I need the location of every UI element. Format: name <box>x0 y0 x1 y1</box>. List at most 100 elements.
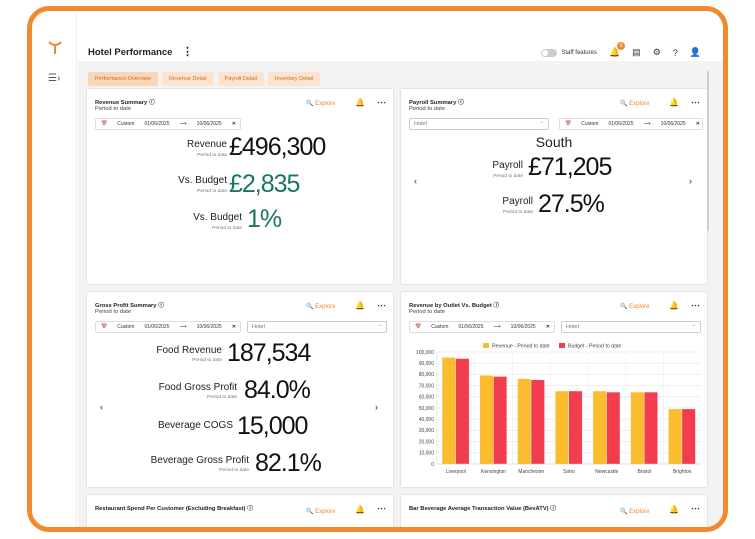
tab-bar: Performance Overview Revenue Detail Payr… <box>88 72 321 86</box>
range-type: Custom <box>117 121 135 127</box>
bar <box>517 378 531 464</box>
info-icon[interactable]: ⓘ <box>550 506 557 512</box>
staff-features-toggle[interactable] <box>541 48 558 57</box>
date-to: 10/06/2025 <box>196 324 222 330</box>
card-menu-icon[interactable]: ⋯ <box>377 97 386 107</box>
y-tick-label: 90,000 <box>419 361 435 367</box>
documents-icon[interactable]: ▤ <box>632 47 641 57</box>
bar <box>606 392 620 464</box>
metric-label: Payroll <box>492 160 523 171</box>
info-icon[interactable]: ⓘ <box>458 100 464 106</box>
metric-sublabel: Period to date <box>493 174 523 179</box>
arrow-right-icon: ⟶ <box>493 324 501 330</box>
expand-menu-icon[interactable]: ☰› <box>48 73 61 84</box>
date-from: 01/06/2025 <box>608 121 634 127</box>
card-menu-icon[interactable]: ⋯ <box>377 503 386 513</box>
help-icon[interactable]: ? <box>672 47 678 58</box>
metric-value: 187,534 <box>227 339 311 367</box>
tab-payroll-detail[interactable]: Payroll Detail <box>217 72 264 86</box>
alert-bell-icon[interactable]: 🔔 <box>355 98 365 107</box>
info-icon[interactable]: ⓘ <box>158 303 164 309</box>
card-title: Revenue Summary ⓘ <box>95 100 155 106</box>
brand-logo-icon[interactable] <box>48 39 62 55</box>
info-icon[interactable]: ⓘ <box>148 100 155 106</box>
date-range-picker[interactable]: 📅 Custom 01/06/2025 ⟶ 10/06/2025 ✕ <box>409 321 555 333</box>
y-tick-label: 80,000 <box>419 372 435 378</box>
explore-button[interactable]: 🔍 Explore <box>620 101 650 107</box>
arrow-right-icon: ⟶ <box>179 121 187 127</box>
date-from: 01/06/2025 <box>144 121 170 127</box>
date-range-picker[interactable]: 📅 Custom 01/06/2025 ⟶ 10/06/2025 ✕ <box>95 118 241 130</box>
alert-bell-icon[interactable]: 🔔 <box>669 301 679 310</box>
card-menu-icon[interactable]: ⋯ <box>691 300 700 310</box>
alert-bell-icon[interactable]: 🔔 <box>669 98 679 107</box>
range-type: Custom <box>117 324 135 330</box>
page-options-icon[interactable]: ⋮ <box>182 46 193 58</box>
revenue-by-outlet-card: Revenue by Outlet Vs. Budget ⓘ Period to… <box>400 291 708 488</box>
notifications-icon[interactable]: 🔔 0 <box>609 42 626 58</box>
legend-swatch <box>483 343 489 348</box>
legend-swatch <box>559 343 565 348</box>
top-bar: Hotel Performance ⋮ Staff features 🔔 0 ▤ … <box>78 11 723 61</box>
calendar-icon: 📅 <box>101 121 108 127</box>
card-subtitle: Period to date <box>409 106 446 112</box>
next-icon[interactable]: › <box>689 176 692 186</box>
date-range-picker[interactable]: 📅 Custom 01/06/2025 ⟶ 10/06/2025 ✕ <box>559 118 703 130</box>
calendar-icon: 📅 <box>565 121 572 127</box>
explore-button[interactable]: 🔍 Explore <box>306 304 336 310</box>
card-menu-icon[interactable]: ⋯ <box>377 300 386 310</box>
clear-icon[interactable]: ✕ <box>231 324 236 330</box>
y-tick-label: 40,000 <box>419 417 435 423</box>
x-tick-label: Liverpool <box>446 469 466 475</box>
next-icon[interactable]: › <box>375 402 378 412</box>
date-from: 01/06/2025 <box>144 324 170 330</box>
revenue-by-outlet-chart: 100,000 90,000 80,000 70,000 60,000 50,000 40,… <box>416 343 701 475</box>
previous-icon[interactable]: ‹ <box>414 176 417 186</box>
arrow-right-icon: ⟶ <box>643 121 651 127</box>
x-tick-label: Newcastle <box>595 469 618 475</box>
alert-bell-icon[interactable]: 🔔 <box>669 505 679 514</box>
card-title: Restaurant Spend Per Customer (Excluding… <box>95 506 253 512</box>
info-icon[interactable]: ⓘ <box>247 506 253 512</box>
y-tick-label: 50,000 <box>419 406 435 412</box>
explore-button[interactable]: 🔍 Explore <box>620 304 650 310</box>
y-tick-label: 30,000 <box>419 428 435 434</box>
info-icon[interactable]: ⓘ <box>493 303 500 309</box>
notification-badge: 0 <box>617 42 626 50</box>
card-title: Payroll Summary ⓘ <box>409 100 464 106</box>
previous-icon[interactable]: ‹ <box>100 402 103 412</box>
alert-bell-icon[interactable]: 🔔 <box>355 301 365 310</box>
tab-performance-overview[interactable]: Performance Overview <box>88 72 158 86</box>
metric-value: £71,205 <box>528 153 612 181</box>
card-menu-icon[interactable]: ⋯ <box>691 503 700 513</box>
clear-icon[interactable]: ✕ <box>231 121 236 127</box>
staff-features-label: Staff features <box>561 49 597 56</box>
alert-bell-icon[interactable]: 🔔 <box>355 505 365 514</box>
date-range-picker[interactable]: 📅 Custom 01/06/2025 ⟶ 10/06/2025 ✕ <box>95 321 241 333</box>
metric-label: Food Gross Profit <box>158 382 237 393</box>
metric-value: 84.0% <box>244 376 311 404</box>
tab-inventory-detail[interactable]: Inventory Detail <box>267 72 321 86</box>
bar <box>455 358 469 464</box>
metric-label: Vs. Budget <box>178 175 227 186</box>
explore-button[interactable]: 🔍 Explore <box>306 101 336 107</box>
card-title: Gross Profit Summary ⓘ <box>95 303 164 309</box>
clear-icon[interactable]: ✕ <box>695 121 700 127</box>
hotel-select[interactable]: Hotel <box>561 320 701 333</box>
card-menu-icon[interactable]: ⋯ <box>691 97 700 107</box>
explore-button[interactable]: 🔍 Explore <box>620 509 650 515</box>
settings-gear-icon[interactable]: ⚙ <box>652 47 661 57</box>
hotel-select[interactable]: Hotel <box>409 117 549 130</box>
date-to: 10/06/2025 <box>660 121 686 127</box>
explore-button[interactable]: 🔍 Explore <box>306 509 336 515</box>
payroll-summary-card: Payroll Summary ⓘ Period to date 🔍 Explo… <box>400 88 708 285</box>
y-tick-label: 70,000 <box>419 383 435 389</box>
scrollbar[interactable] <box>707 71 709 231</box>
metric-label: Food Revenue <box>156 345 222 356</box>
user-account-icon[interactable]: 👤 <box>689 47 701 57</box>
hotel-select[interactable]: Hotel <box>247 320 387 333</box>
clear-icon[interactable]: ✕ <box>545 324 550 330</box>
tab-revenue-detail[interactable]: Revenue Detail <box>161 72 214 86</box>
x-tick-label: Kensington <box>481 469 506 475</box>
calendar-icon: 📅 <box>415 324 422 330</box>
